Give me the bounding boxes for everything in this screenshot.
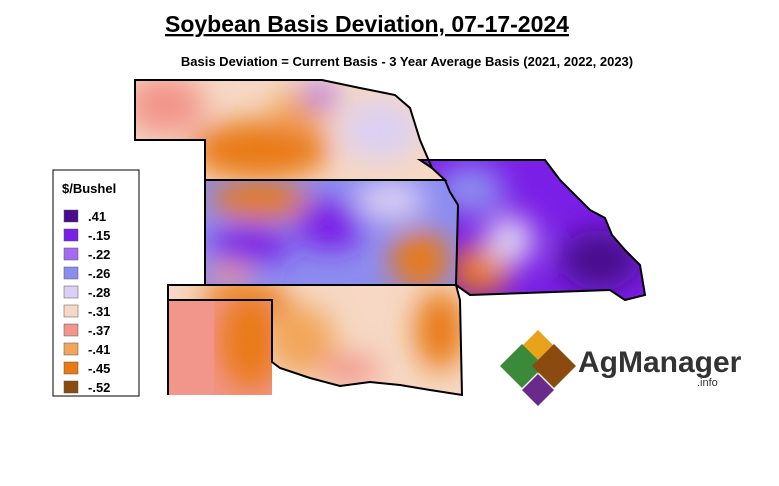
legend-swatch bbox=[63, 304, 79, 318]
logo: AgManager .info bbox=[500, 330, 742, 406]
state-nebraska bbox=[135, 80, 445, 180]
legend-label: -.26 bbox=[88, 266, 110, 281]
legend-label: -.45 bbox=[88, 361, 110, 376]
map-subtitle: Basis Deviation = Current Basis - 3 Year… bbox=[181, 54, 633, 69]
legend-label: -.22 bbox=[88, 247, 110, 262]
legend-swatch bbox=[63, 228, 79, 242]
legend-swatch bbox=[63, 247, 79, 261]
legend-swatch bbox=[63, 209, 79, 223]
legend-swatch bbox=[63, 323, 79, 337]
legend-swatch bbox=[63, 342, 79, 356]
legend-label: -.31 bbox=[88, 304, 110, 319]
legend-swatch bbox=[63, 285, 79, 299]
legend-label: -.28 bbox=[88, 285, 110, 300]
legend-label: -.37 bbox=[88, 323, 110, 338]
legend-swatch bbox=[63, 361, 79, 375]
state-borders bbox=[134, 79, 647, 397]
legend-swatch bbox=[63, 266, 79, 280]
legend-label: -.41 bbox=[88, 342, 110, 357]
legend-label: .41 bbox=[88, 209, 106, 224]
logo-suffix: .info bbox=[697, 377, 718, 389]
logo-name: AgManager bbox=[578, 346, 742, 379]
region-texas-panhandle bbox=[168, 300, 272, 395]
legend-label: -.15 bbox=[88, 228, 110, 243]
map-title: Soybean Basis Deviation, 07-17-2024 bbox=[165, 11, 569, 37]
legend-swatch bbox=[63, 380, 79, 394]
state-kansas bbox=[205, 180, 458, 285]
legend-box bbox=[52, 169, 140, 397]
legend-title: $/Bushel bbox=[62, 181, 116, 196]
legend-label: -.52 bbox=[88, 380, 110, 395]
legend: $/Bushel .41 -.15 -.22 -.26 -.28 -.31 -.37 -.41… bbox=[52, 169, 140, 397]
